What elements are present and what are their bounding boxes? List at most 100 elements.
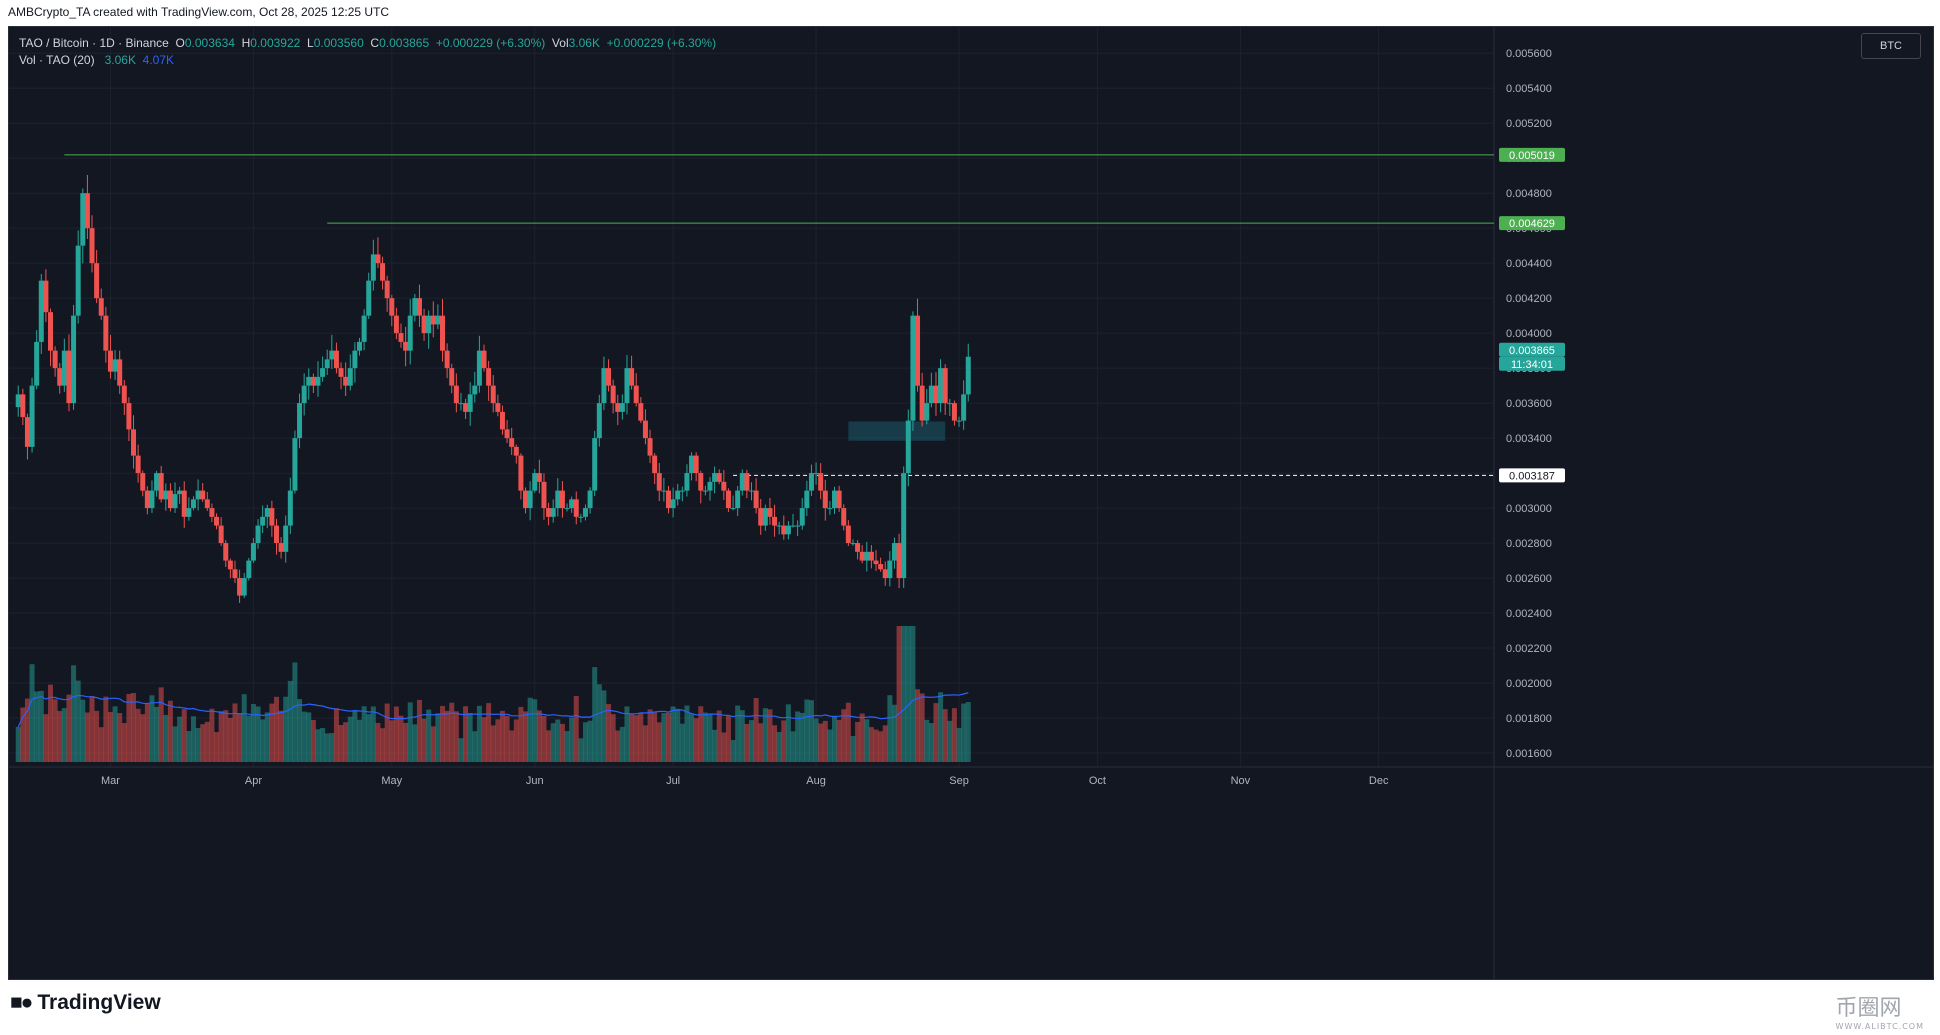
price-chart[interactable]: 0.001600 0.001800 0.002000 0.002200 0.002400… <box>9 27 1933 979</box>
volume-bar <box>103 696 109 762</box>
candle-body <box>117 359 123 386</box>
volume-bar <box>255 706 261 762</box>
candle-body <box>891 543 897 561</box>
candle-body <box>481 350 487 369</box>
y-tick-label: 0.002000 <box>1506 678 1552 690</box>
volume-bar <box>34 691 40 762</box>
candle-body <box>43 280 49 313</box>
candle-body <box>818 473 824 491</box>
tradingview-logo[interactable]: ■● TradingView <box>10 991 161 1015</box>
volume-bar <box>919 693 925 762</box>
candle-body <box>463 403 469 412</box>
volume-bar <box>656 722 662 762</box>
legend-volume-current: 3.06K <box>104 53 136 67</box>
candle-body <box>919 385 925 421</box>
volume-bar <box>52 699 58 762</box>
candle-body <box>744 473 750 491</box>
candle-body <box>749 490 754 492</box>
volume-bar <box>832 716 838 762</box>
volume-bar <box>48 684 54 762</box>
candle-body <box>601 368 607 404</box>
volume-bar <box>149 695 155 762</box>
candle-body <box>140 473 146 491</box>
volume-bar <box>121 723 127 762</box>
candle-body <box>910 315 916 421</box>
volume-bar <box>762 708 768 762</box>
volume-bar <box>767 709 773 762</box>
volume-bar <box>721 732 727 762</box>
volume-bar <box>735 705 741 762</box>
volume-bar <box>57 710 63 762</box>
volume-bar <box>324 733 330 762</box>
candle-body <box>375 254 381 264</box>
volume-bar <box>606 704 612 762</box>
volume-bar <box>716 710 722 762</box>
candle-body <box>209 508 215 517</box>
volume-bar <box>509 730 515 762</box>
volume-bar <box>615 730 621 762</box>
chart-frame[interactable]: 0.001600 0.001800 0.002000 0.002200 0.002400… <box>8 26 1934 980</box>
candle-body <box>647 438 653 456</box>
volume-bar <box>214 732 220 762</box>
volume-bar <box>661 713 667 762</box>
volume-bar <box>559 723 565 762</box>
volume-bar <box>725 715 731 762</box>
candle-body <box>476 350 482 386</box>
volume-bar <box>181 709 187 762</box>
volume-bar <box>343 722 349 762</box>
candle-body <box>66 350 72 404</box>
volume-bar <box>486 703 492 762</box>
volume-bar <box>905 626 911 762</box>
y-tick-label: 0.003400 <box>1506 433 1552 445</box>
candle-body <box>218 525 224 544</box>
candle-body <box>186 508 192 517</box>
volume-bar <box>956 727 962 762</box>
legend-symbol[interactable]: TAO / Bitcoin · 1D · Binance <box>19 36 169 50</box>
candle-body <box>154 473 160 491</box>
volume-bar <box>744 723 750 762</box>
volume-bar <box>329 733 335 762</box>
candle-body <box>813 473 819 475</box>
volume-bar <box>467 712 473 762</box>
volume-bar <box>89 695 95 762</box>
candle-body <box>924 403 930 421</box>
candle-body <box>795 525 801 527</box>
volume-bar <box>896 626 902 762</box>
candle-body <box>486 368 492 386</box>
candle-body <box>98 298 104 316</box>
candle-body <box>758 508 764 526</box>
volume-bar <box>808 700 814 762</box>
volume-bar <box>684 705 690 762</box>
volume-bar <box>698 706 704 762</box>
candle-body <box>661 490 667 492</box>
legend-volume-indicator[interactable]: Vol · TAO (20) <box>19 53 95 67</box>
candle-body <box>403 341 409 351</box>
candle-body <box>20 394 26 418</box>
currency-button[interactable]: BTC <box>1861 33 1921 59</box>
volume-bar <box>158 687 164 762</box>
candle-body <box>730 508 736 510</box>
volume-ma-line <box>17 692 969 728</box>
watermark-sub: WWW.ALIBTC.COM <box>1835 1022 1924 1031</box>
volume-bar <box>518 706 524 762</box>
candle-body <box>57 368 63 386</box>
volume-bar <box>652 712 658 762</box>
volume-bar <box>352 710 358 762</box>
volume-bar <box>924 719 930 762</box>
candle-body <box>592 438 598 491</box>
volume-bar <box>301 711 307 762</box>
candle-body <box>246 560 252 579</box>
volume-bar <box>250 703 256 762</box>
candle-body <box>859 551 865 561</box>
volume-bar <box>951 708 957 762</box>
legend-volume-ma: 4.07K <box>142 53 174 67</box>
volume-bar <box>647 709 653 762</box>
volume-bar <box>407 702 413 762</box>
volume-bar <box>195 728 201 762</box>
volume-bar <box>499 710 505 762</box>
volume-bar <box>204 721 210 762</box>
volume-bar <box>361 706 367 762</box>
y-tick-label: 0.002200 <box>1506 643 1552 655</box>
x-tick-label: Oct <box>1089 775 1106 787</box>
volume-bar <box>550 723 556 762</box>
